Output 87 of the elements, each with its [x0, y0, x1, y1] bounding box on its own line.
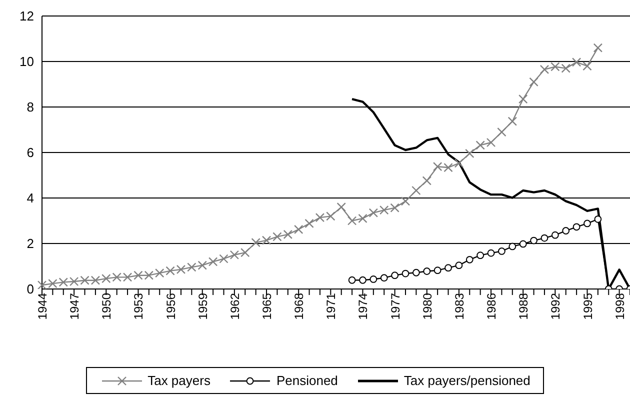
- point: [219, 254, 228, 264]
- point: [422, 176, 432, 186]
- point: [368, 208, 378, 218]
- point: [240, 248, 250, 258]
- point: [584, 220, 591, 228]
- y-tick-label: 0: [26, 282, 34, 297]
- y-tick-label: 2: [26, 236, 34, 252]
- x-tick-label: 1950: [100, 292, 114, 320]
- legend-label: Pensioned: [276, 373, 338, 388]
- point: [348, 276, 356, 284]
- x-tick-label: 1988: [516, 292, 531, 320]
- y-tick-label: 8: [26, 100, 34, 115]
- point: [486, 138, 496, 148]
- point: [529, 77, 538, 87]
- x-tick-label: 1995: [580, 292, 595, 320]
- point: [347, 216, 357, 226]
- point: [582, 61, 592, 71]
- point: [283, 230, 292, 239]
- point: [251, 238, 260, 248]
- point: [593, 43, 603, 52]
- x-tick-label: 1956: [164, 292, 178, 320]
- point: [444, 264, 452, 272]
- point: [572, 223, 580, 231]
- x-tick-label: 1953: [132, 292, 146, 320]
- point: [466, 256, 474, 264]
- point: [530, 236, 538, 244]
- point: [434, 266, 442, 274]
- x-tick-label: 1971: [324, 292, 338, 320]
- point: [487, 249, 495, 257]
- x-tick-label: 1959: [196, 292, 210, 320]
- x-tick-label: 1992: [548, 292, 563, 320]
- point: [540, 234, 548, 242]
- x-tick-label: 1998: [612, 292, 627, 320]
- x-tick-label: 1977: [388, 292, 402, 320]
- point: [380, 205, 389, 215]
- point: [380, 274, 388, 282]
- point: [508, 116, 517, 126]
- legend-label: Tax payers: [148, 373, 210, 388]
- point: [454, 158, 464, 168]
- point: [519, 240, 527, 248]
- point: [423, 268, 431, 275]
- point: [262, 236, 272, 245]
- y-tick-label: 6: [26, 145, 34, 160]
- legend-label: Tax payers/pensioned: [404, 373, 530, 388]
- x-tick-label: 1983: [452, 292, 466, 320]
- point: [272, 232, 282, 242]
- point: [208, 257, 218, 266]
- x-tick-label: 1974: [356, 292, 370, 320]
- point: [540, 64, 550, 74]
- point: [594, 215, 602, 223]
- y-tick-label: 4: [26, 190, 34, 206]
- x-tick-label: 1986: [484, 292, 499, 320]
- point: [155, 268, 164, 278]
- point: [562, 227, 570, 234]
- x-tick-label: 1962: [228, 292, 242, 320]
- point: [518, 94, 528, 104]
- point: [336, 202, 346, 212]
- point: [412, 186, 421, 196]
- point: [498, 248, 506, 255]
- y-tick-label: 12: [20, 8, 34, 24]
- point: [551, 231, 559, 239]
- point: [359, 276, 366, 284]
- point: [370, 276, 378, 283]
- point: [187, 262, 196, 272]
- point: [465, 148, 474, 158]
- point: [358, 214, 368, 224]
- point: [391, 272, 398, 280]
- x-tick-label: 1968: [292, 292, 306, 320]
- point: [294, 224, 304, 234]
- point: [304, 218, 314, 228]
- x-tick-label: 1947: [68, 292, 82, 320]
- point: [400, 196, 410, 206]
- x-tick-label: 1944: [36, 292, 50, 320]
- x-tick-label: 1965: [260, 292, 274, 320]
- point: [497, 127, 506, 137]
- point: [476, 140, 485, 150]
- y-tick-label: 10: [20, 54, 34, 70]
- point: [390, 203, 400, 212]
- point: [412, 268, 420, 276]
- point: [198, 260, 207, 270]
- x-tick-label: 1980: [420, 292, 434, 320]
- point: [230, 250, 240, 260]
- point: [508, 242, 516, 250]
- point: [402, 270, 410, 278]
- point: [572, 58, 582, 67]
- point: [476, 252, 484, 260]
- point: [455, 262, 463, 270]
